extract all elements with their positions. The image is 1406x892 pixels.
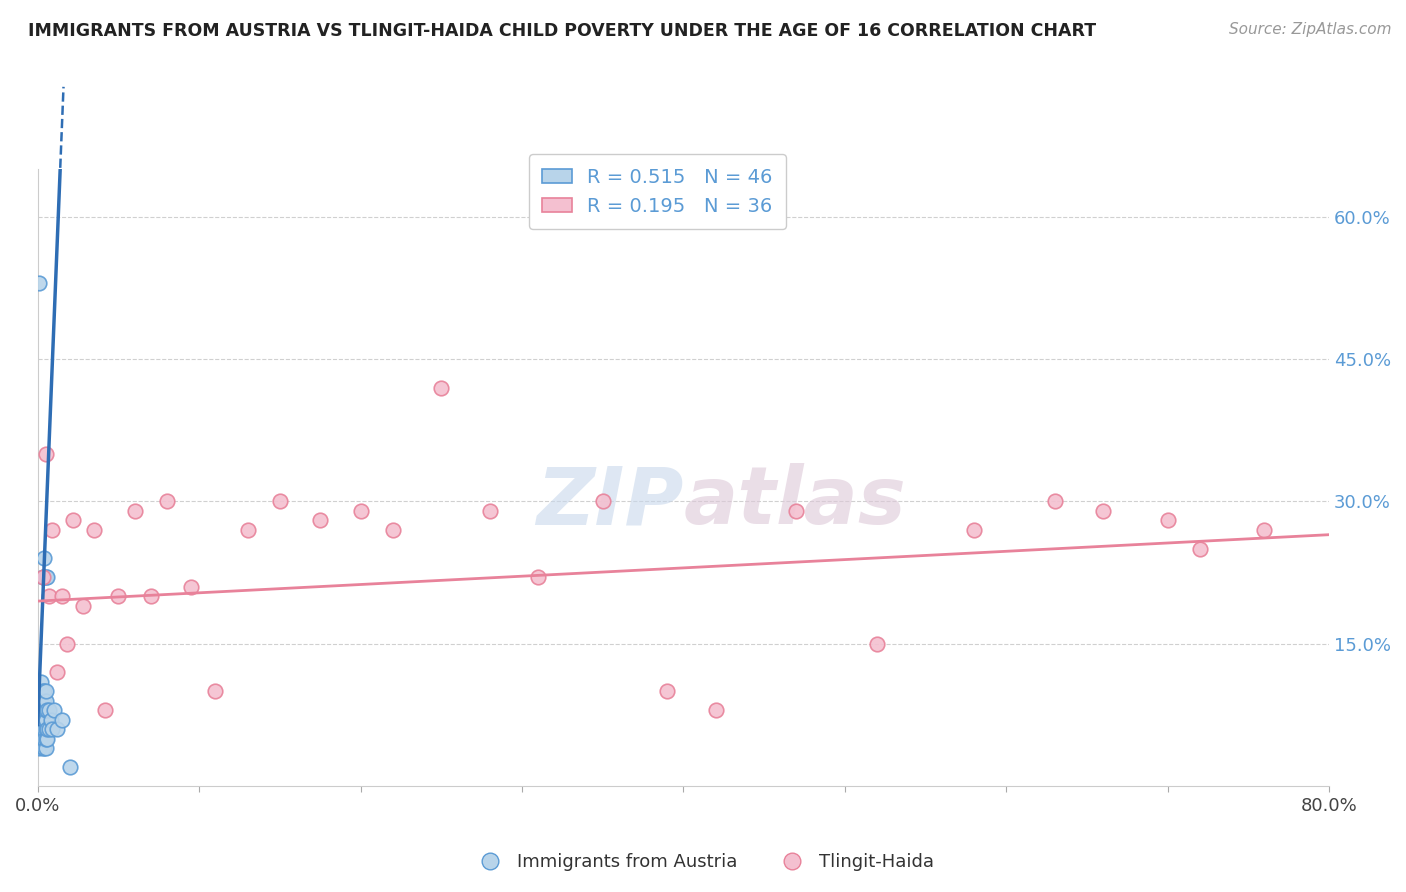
Point [31,703,53,717]
Point [32,694,55,708]
Point [236,523,259,537]
Point [963,523,986,537]
Point [35,570,58,584]
Point [527,570,550,584]
Point [1156,513,1178,527]
Point [41,723,63,737]
Point [30,694,52,708]
Point [38,590,60,604]
Point [139,590,162,604]
Point [381,523,404,537]
Point [28,277,51,291]
Point [35,684,58,698]
Point [349,504,371,518]
Point [31,694,53,708]
Point [35,447,58,461]
Point [32,551,55,566]
Point [35,703,58,717]
Point [42,703,65,717]
Point [46,665,69,680]
Point [180,580,202,594]
Point [28,741,51,756]
Point [1092,504,1115,518]
Point [1043,494,1066,508]
Text: atlas: atlas [683,464,905,541]
Point [51,590,73,604]
Point [62,513,84,527]
Point [37,731,59,746]
Point [32,684,55,698]
Point [309,513,332,527]
Point [1188,541,1211,556]
Point [31,723,53,737]
Point [41,523,63,537]
Point [124,504,146,518]
Point [785,504,807,518]
Point [32,731,55,746]
Point [38,703,60,717]
Point [31,570,53,584]
Point [32,723,55,737]
Point [72,599,94,613]
Point [32,703,55,717]
Point [30,713,52,727]
Point [478,504,501,518]
Point [37,703,59,717]
Point [204,684,226,698]
Point [107,590,129,604]
Point [83,523,105,537]
Legend: R = 0.515   N = 46, R = 0.195   N = 36: R = 0.515 N = 46, R = 0.195 N = 36 [529,154,786,229]
Legend: Immigrants from Austria, Tlingit-Haida: Immigrants from Austria, Tlingit-Haida [465,847,941,879]
Point [657,684,679,698]
Point [32,713,55,727]
Point [30,703,52,717]
Point [35,694,58,708]
Point [592,494,614,508]
Text: IMMIGRANTS FROM AUSTRIA VS TLINGIT-HAIDA CHILD POVERTY UNDER THE AGE OF 16 CORRE: IMMIGRANTS FROM AUSTRIA VS TLINGIT-HAIDA… [28,22,1097,40]
Point [30,684,52,698]
Text: Source: ZipAtlas.com: Source: ZipAtlas.com [1229,22,1392,37]
Point [35,713,58,727]
Point [59,760,82,774]
Point [46,723,69,737]
Point [35,731,58,746]
Point [866,637,889,651]
Point [31,731,53,746]
Point [269,494,291,508]
Point [37,723,59,737]
Point [55,637,77,651]
Point [31,570,53,584]
Point [31,713,53,727]
Point [94,703,117,717]
Point [1253,523,1275,537]
Point [35,723,58,737]
Point [32,741,55,756]
Point [35,741,58,756]
Point [32,570,55,584]
Point [31,741,53,756]
Point [30,674,52,689]
Point [37,570,59,584]
Point [31,684,53,698]
Point [38,723,60,737]
Text: ZIP: ZIP [536,464,683,541]
Point [704,703,727,717]
Point [39,713,62,727]
Point [31,723,53,737]
Point [51,713,73,727]
Point [156,494,179,508]
Point [30,723,52,737]
Point [430,381,453,395]
